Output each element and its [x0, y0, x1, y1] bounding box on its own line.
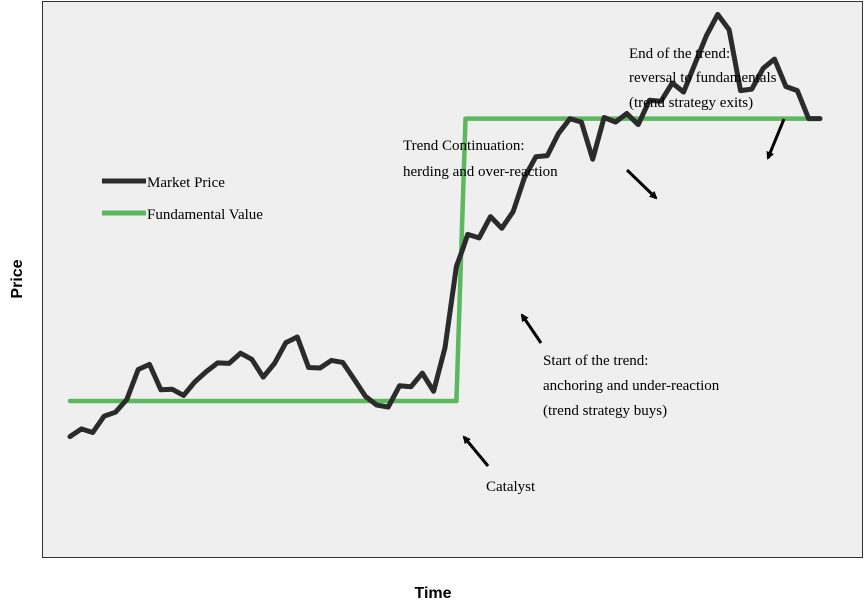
- svg-text:Trend Continuation:: Trend Continuation:: [403, 138, 525, 154]
- svg-text:anchoring and under-reaction: anchoring and under-reaction: [543, 378, 720, 394]
- annotation-start-line-1: Start of the trend:: [543, 353, 648, 369]
- x-axis-label: Time: [414, 585, 451, 602]
- annotation-catalyst-arrow: [462, 435, 490, 467]
- svg-text:Start of the trend:: Start of the trend:: [543, 353, 648, 369]
- annotation-continuation-line-2: herding and over-reaction: [403, 164, 558, 180]
- annotation-start-line-3: (trend strategy buys): [543, 403, 667, 419]
- annotation-end-line-1: End of the trend:: [629, 46, 730, 62]
- annotation-continuation-line-1: Trend Continuation:: [403, 138, 525, 154]
- svg-text:(trend strategy buys): (trend strategy buys): [543, 403, 667, 419]
- svg-text:herding and over-reaction: herding and over-reaction: [403, 164, 558, 180]
- svg-text:End of the trend:: End of the trend:: [629, 46, 730, 62]
- svg-text:Catalyst: Catalyst: [486, 479, 536, 495]
- legend-label-market-price: Market Price: [147, 175, 225, 191]
- y-axis-label: Price: [9, 259, 26, 298]
- svg-text:(trend strategy exits): (trend strategy exits): [629, 95, 753, 111]
- annotation-catalyst-line-1: Catalyst: [486, 479, 536, 495]
- annotation-catalyst: Catalyst: [462, 435, 536, 495]
- annotation-end-arrow: [766, 118, 786, 160]
- annotation-end-line-2: reversal to fundamentals: [629, 70, 777, 86]
- series-line-market-price: [67, 11, 823, 440]
- series-layer: [67, 11, 823, 440]
- svg-text:reversal to fundamentals: reversal to fundamentals: [629, 70, 777, 86]
- legend-label-fundamental-value: Fundamental Value: [147, 207, 263, 223]
- annotation-end: End of the trend: reversal to fundamenta…: [629, 46, 786, 160]
- legend: Market Price Fundamental Value: [102, 175, 263, 223]
- annotation-continuation-arrow: [625, 168, 658, 200]
- annotation-end-line-3: (trend strategy exits): [629, 95, 753, 111]
- annotation-start-arrow: [520, 313, 543, 344]
- annotation-start-line-2: anchoring and under-reaction: [543, 378, 720, 394]
- annotation-continuation: Trend Continuation: herding and over-rea…: [403, 138, 658, 200]
- annotation-start: Start of the trend: anchoring and under-…: [520, 313, 720, 419]
